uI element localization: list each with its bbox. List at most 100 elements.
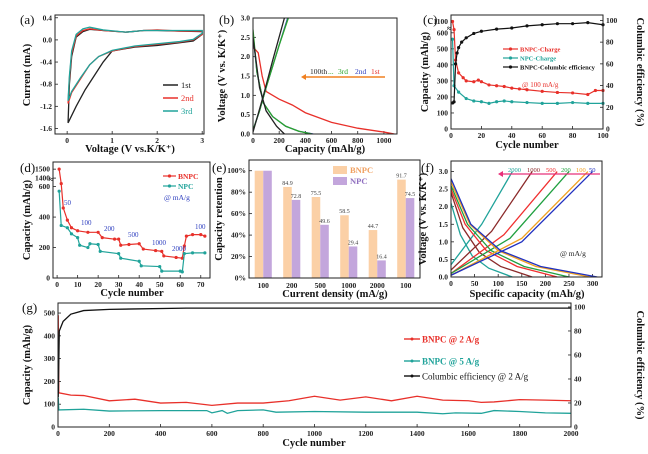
data-point (487, 83, 491, 87)
bar-value-label: 75.5 (311, 191, 322, 197)
legend-marker (508, 47, 513, 51)
x-tick-label: 400 (155, 429, 167, 438)
x-tick-label: 200 (286, 281, 298, 290)
y-tick-label: 200 (39, 243, 51, 252)
data-point (464, 79, 468, 83)
y-tick-label: 400 (44, 331, 56, 340)
plot-frame (248, 159, 421, 279)
data-point (127, 242, 131, 247)
data-point (162, 254, 166, 258)
x-tick-label: 250 (563, 279, 575, 288)
data-point (479, 100, 483, 104)
bar-npc (377, 260, 386, 278)
rate-label: 500 (128, 231, 139, 239)
panel-b: (b) 0 200 400 600 800 1000 0.0 0.5 1.0 1.5 2.0 2.5 3.… (217, 12, 398, 155)
y2-axis-label: Columbic efficiency (%) (634, 310, 645, 420)
panel-label: (f) (421, 160, 434, 175)
y-tick-label: 100 (437, 108, 449, 117)
y2-tick-label: 40 (606, 81, 614, 90)
y2-tick-label: 20 (574, 398, 582, 407)
bar-value-label: 49.6 (319, 219, 330, 225)
y-tick-label: 600 (39, 182, 51, 191)
series-charge-line (451, 171, 594, 276)
bar-bnpc (368, 230, 378, 278)
series-line (58, 307, 571, 398)
data-point (86, 245, 90, 250)
y-tick-label: 500 (437, 44, 449, 53)
x-axis-label: Current density (mA/g) (282, 289, 388, 300)
data-point (76, 236, 80, 240)
y-tick-label: 1500 (35, 165, 50, 174)
annotation-label: ... (328, 67, 334, 76)
x-tick-label: 200 (540, 279, 552, 288)
y-tick-label: -1.6 (40, 124, 52, 133)
data-point (455, 51, 459, 55)
annotation-label: 100th (310, 67, 327, 76)
y-tick-label: 1.5 (241, 72, 251, 81)
x-tick-label: 800 (352, 136, 364, 145)
y-tick-label: 0 (444, 125, 448, 134)
bar-value-label: 91.7 (396, 174, 407, 180)
data-point (525, 24, 529, 28)
x-tick-label: 300 (587, 279, 599, 288)
x-tick-label: 0 (449, 279, 453, 288)
data-point (158, 264, 162, 269)
data-point (184, 234, 188, 238)
data-point (119, 243, 123, 247)
rate-annotation: @ mA/g (560, 249, 586, 258)
y2-tick-label: 0 (606, 125, 610, 134)
annotation-label: 1st (371, 67, 381, 76)
series-line (67, 26, 203, 102)
bar-bnpc (283, 186, 292, 278)
y-tick-label: -1.2 (40, 102, 52, 111)
data-point (555, 90, 560, 95)
data-point (510, 26, 514, 30)
series-line (253, 37, 285, 134)
data-point (190, 251, 195, 255)
data-point (117, 252, 121, 256)
series-charge-line (451, 171, 533, 271)
data-point (154, 248, 158, 253)
legend-marker (410, 359, 414, 363)
data-point (61, 206, 65, 210)
y2-tick-label: 100 (606, 16, 618, 25)
panel-e: (e) 100 200 500 1000 2000 100 0% 20% 40% 60% 80% 100… (212, 159, 421, 300)
arrow-head-icon (498, 171, 503, 177)
x-tick-label: 50 (156, 280, 164, 289)
legend-label: 3rd (181, 106, 193, 116)
legend-label: BNPC @ 2 A/g (422, 335, 480, 345)
x-tick-label: 40 (135, 280, 143, 289)
data-point (495, 84, 499, 88)
y-axis-label: Capacity retention (214, 177, 225, 261)
x-tick-label: 60 (176, 280, 184, 289)
y-tick-label: 20% (231, 252, 246, 261)
x-tick-label: 2000 (370, 281, 385, 290)
data-point (98, 249, 102, 253)
x-tick-label: 1400 (410, 429, 425, 438)
y-tick-label: -0.8 (40, 80, 52, 89)
y-axis-label: Voltage (V vs. K/K⁺) (418, 172, 429, 265)
x-tick-label: 1800 (512, 429, 527, 438)
y2-tick-label: 80 (574, 326, 582, 335)
axis-break-mark: ≈ (447, 24, 452, 33)
y-axis-label: Voltage (V vs. K/K⁺) (217, 29, 228, 122)
data-point (117, 237, 121, 241)
series-line (451, 178, 598, 277)
data-point (59, 223, 63, 228)
x-tick-label: 3 (200, 136, 204, 145)
rate-label: 200 (561, 167, 571, 174)
x-tick-label: 0 (449, 131, 453, 140)
x-tick-label: 100 (258, 281, 270, 290)
x-tick-label: 1 (110, 136, 114, 145)
data-point (460, 40, 464, 44)
x-axis-label: Voltage (V vs.K/K⁺) (85, 144, 175, 155)
series-charge-line (451, 171, 513, 266)
data-point (479, 80, 483, 84)
x-tick-label: 0 (56, 429, 60, 438)
series-line (58, 315, 571, 406)
data-point (464, 36, 468, 40)
legend-marker (410, 374, 414, 378)
y-tick-label: 1.0 (241, 91, 251, 100)
x-tick-label: 1600 (461, 429, 476, 438)
series-charge-line (451, 171, 589, 276)
